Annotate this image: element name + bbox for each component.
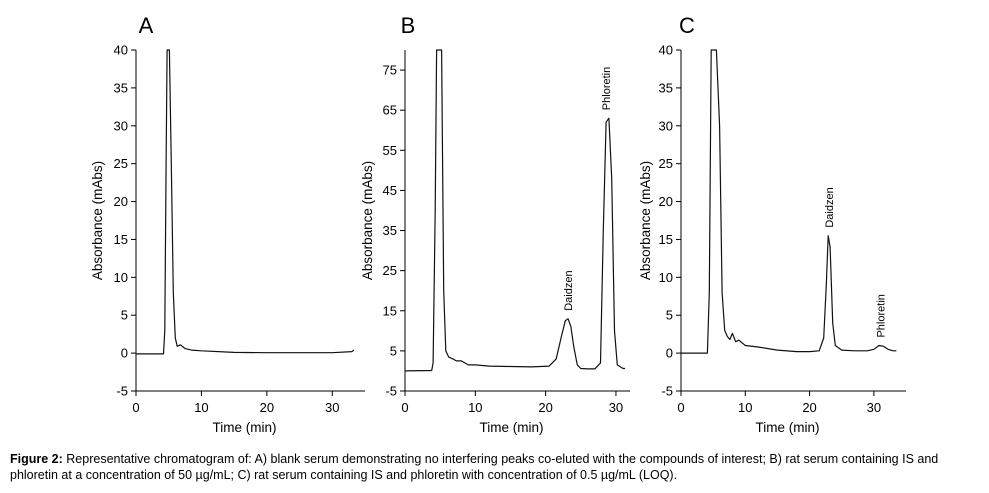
y-tick-label: 40 [114,43,128,58]
peak-annotation: Phloretin [601,67,613,110]
y-tick-label: 15 [659,232,673,247]
y-tick-label: 30 [659,118,673,133]
x-tick-label: 30 [609,400,623,415]
y-tick-label: 10 [659,270,673,285]
chromatogram-trace [681,49,897,354]
y-tick-label: 15 [114,232,128,247]
x-tick-label: 20 [260,400,274,415]
y-tick-label: 5 [121,308,128,323]
x-axis-label: Time (min) [756,420,820,435]
y-tick-label: 0 [666,346,673,361]
y-tick-label: 35 [383,223,397,238]
y-tick-label: 25 [114,156,128,171]
chart-panel-b: B -5 5 15 25 35 45 55 65 75 0 10 20 30 Time (min) Absor… [360,13,630,435]
y-tick-label: 75 [383,63,397,78]
y-tick-label: 35 [114,80,128,95]
y-tick-label: 5 [390,343,397,358]
panel-label: A [139,13,154,38]
x-tick-label: 10 [738,400,752,415]
chart-panel-a: A -5 0 5 10 15 20 25 30 35 40 0 10 20 30 Time (min) Abso… [90,13,365,435]
peak-annotation: Daidzen [824,187,836,227]
x-tick-label: 20 [802,400,816,415]
caption-label: Figure 2: [10,452,63,466]
chromatogram-figure: A -5 0 5 10 15 20 25 30 35 40 0 10 20 30 Time (min) Abso… [90,13,906,435]
y-tick-label: -5 [116,384,128,399]
panel-label: B [401,13,416,38]
y-tick-label: 10 [114,270,128,285]
y-tick-label: 65 [383,103,397,118]
peak-annotation: Daidzen [563,270,575,310]
x-tick-label: 10 [194,400,208,415]
y-tick-label: 0 [121,346,128,361]
chromatogram-trace [404,49,626,372]
chromatogram-trace [136,49,355,355]
y-tick-label: 20 [114,194,128,209]
x-axis-label: Time (min) [213,420,277,435]
figure-caption: Figure 2: Representative chromatogram of… [10,451,980,483]
caption-text: Representative chromatogram of: A) blank… [10,452,939,482]
y-tick-label: 25 [383,263,397,278]
y-axis-label: Absorbance (mAbs) [360,161,375,280]
x-tick-label: 0 [401,400,408,415]
y-tick-label: 55 [383,143,397,158]
y-tick-label: 40 [659,43,673,58]
x-tick-label: 30 [325,400,339,415]
peak-annotation: Phloretin [875,294,887,337]
x-tick-label: 30 [867,400,881,415]
y-tick-label: -5 [661,384,673,399]
y-tick-label: -5 [385,384,397,399]
y-axis-label: Absorbance (mAbs) [90,161,105,280]
panel-label: C [679,13,695,38]
y-axis-label: Absorbance (mAbs) [638,161,653,280]
y-tick-label: 30 [114,118,128,133]
y-tick-label: 5 [666,308,673,323]
y-tick-label: 25 [659,156,673,171]
y-tick-label: 15 [383,303,397,318]
chart-panel-c: C -5 0 5 10 15 20 25 30 35 40 0 10 20 30 Time (min) Abso… [638,13,906,435]
x-tick-label: 10 [468,400,482,415]
y-tick-label: 35 [659,80,673,95]
x-tick-label: 20 [538,400,552,415]
y-tick-label: 20 [659,194,673,209]
y-tick-label: 45 [383,183,397,198]
x-tick-label: 0 [132,400,139,415]
x-tick-label: 0 [677,400,684,415]
x-axis-label: Time (min) [480,420,544,435]
